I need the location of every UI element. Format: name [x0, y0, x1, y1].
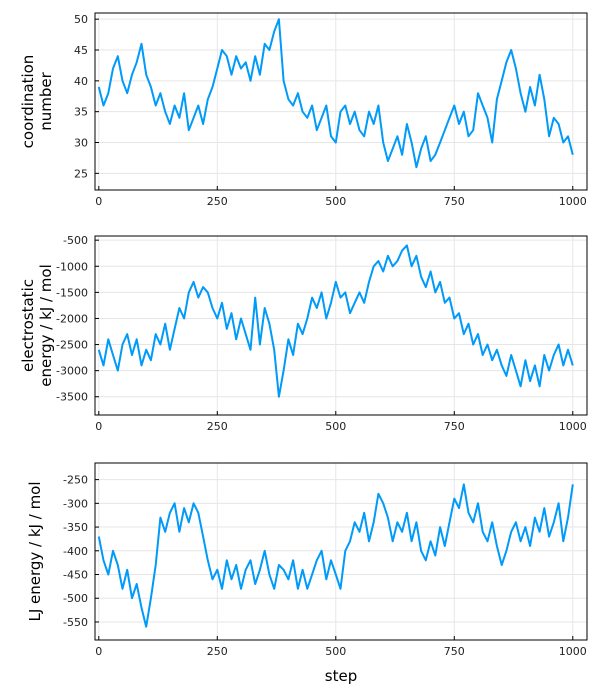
plot-frame — [94, 12, 588, 191]
y-tick-label: 35 — [74, 106, 88, 119]
x-tick-label: 250 — [207, 645, 228, 658]
x-tick-label: 750 — [444, 420, 465, 433]
series-line — [97, 18, 574, 169]
plot-frame — [94, 235, 588, 416]
y-tick-label: -500 — [63, 592, 88, 605]
x-tick-label: 1000 — [559, 195, 587, 208]
x-tick-label: 500 — [325, 420, 346, 433]
x-tick-label: 750 — [444, 195, 465, 208]
y-tick-label: -2500 — [56, 339, 88, 352]
series-line — [97, 483, 574, 628]
x-tick-label: 500 — [325, 645, 346, 658]
y-tick-label: 30 — [74, 137, 88, 150]
y-tick-label: 50 — [74, 13, 88, 26]
x-tick-label: 1000 — [559, 645, 587, 658]
y-tick-label: -550 — [63, 616, 88, 629]
y-axis-label: number — [37, 71, 55, 130]
x-tick-label: 1000 — [559, 420, 587, 433]
chart-panel-3: 0 250 500 750 1000 -550 -500 -450 -400 -350 -300 -2… — [26, 462, 588, 685]
y-tick-label: -400 — [63, 545, 88, 558]
x-tick-label: 0 — [95, 645, 102, 658]
y-axis-label: coordination — [19, 55, 37, 149]
x-tick-label: 0 — [95, 195, 102, 208]
y-tick-label: -1000 — [56, 260, 88, 273]
chart-panel-2: 0 250 500 750 1000 -3500 -3000 -2500 -2000 -1500 -… — [19, 234, 588, 433]
x-axis-label: step — [325, 667, 357, 685]
chart-panel-1: 0 250 500 750 1000 25 30 35 40 45 50 coordination nu… — [19, 12, 588, 208]
y-tick-label: -350 — [63, 521, 88, 534]
y-tick-label: -500 — [63, 234, 88, 247]
x-tick-label: 0 — [95, 420, 102, 433]
y-tick-label: -3500 — [56, 391, 88, 404]
x-tick-label: 250 — [207, 420, 228, 433]
y-axis-label: LJ energy / kJ / mol — [26, 481, 44, 621]
y-tick-label: 25 — [74, 167, 88, 180]
plot-frame — [94, 462, 588, 641]
x-tick-label: 750 — [444, 645, 465, 658]
series-line — [97, 244, 574, 398]
y-axis-label: energy / kJ / mol — [37, 264, 55, 387]
x-tick-label: 500 — [325, 195, 346, 208]
y-tick-label: -300 — [63, 497, 88, 510]
y-tick-label: -250 — [63, 474, 88, 487]
x-tick-label: 250 — [207, 195, 228, 208]
y-axis-label: electrostatic — [19, 279, 37, 372]
y-tick-label: -1500 — [56, 286, 88, 299]
y-tick-label: -450 — [63, 569, 88, 582]
y-tick-label: 45 — [74, 44, 88, 57]
y-tick-label: -2000 — [56, 312, 88, 325]
y-tick-label: -3000 — [56, 365, 88, 378]
y-tick-label: 40 — [74, 75, 88, 88]
